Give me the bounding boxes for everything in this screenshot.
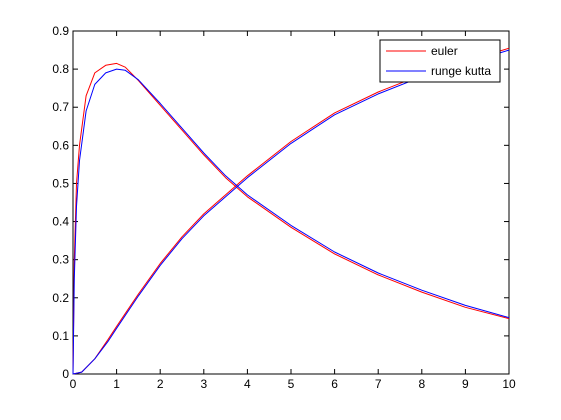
y-tick-label: 0.3	[52, 253, 69, 267]
x-tick-label: 0	[70, 377, 77, 391]
x-tick-label: 2	[157, 377, 164, 391]
y-tick-label: 0.9	[52, 24, 69, 38]
x-tick-label: 3	[200, 377, 207, 391]
legend-box	[379, 39, 501, 83]
legend: euler runge kutta	[379, 39, 501, 83]
series-euler-curve-2	[72, 47, 510, 375]
y-tick-label: 0.6	[52, 138, 69, 152]
x-tick-label: 6	[331, 377, 338, 391]
y-tick-label: 0.5	[52, 176, 69, 190]
y-tick-label: 0	[62, 367, 69, 381]
x-tick-label: 7	[375, 377, 382, 391]
x-tick-label: 8	[418, 377, 425, 391]
series-runge-kutta-curve-1	[72, 68, 510, 375]
x-tick-label: 1	[113, 377, 120, 391]
x-tick-label: 4	[244, 377, 251, 391]
y-tick-label: 0.8	[52, 62, 69, 76]
x-tick-label: 5	[288, 377, 295, 391]
legend-label: runge kutta	[431, 64, 491, 78]
y-tick-label: 0.7	[52, 100, 69, 114]
y-tick-label: 0.1	[52, 329, 69, 343]
series-euler-curve-1	[72, 62, 510, 375]
y-tick-label: 0.2	[52, 291, 69, 305]
x-tick-label: 10	[502, 377, 516, 391]
x-tick-label: 9	[462, 377, 469, 391]
legend-label: euler	[431, 44, 458, 58]
y-tick-label: 0.4	[52, 215, 69, 229]
series-runge-kutta-curve-2	[72, 49, 510, 375]
